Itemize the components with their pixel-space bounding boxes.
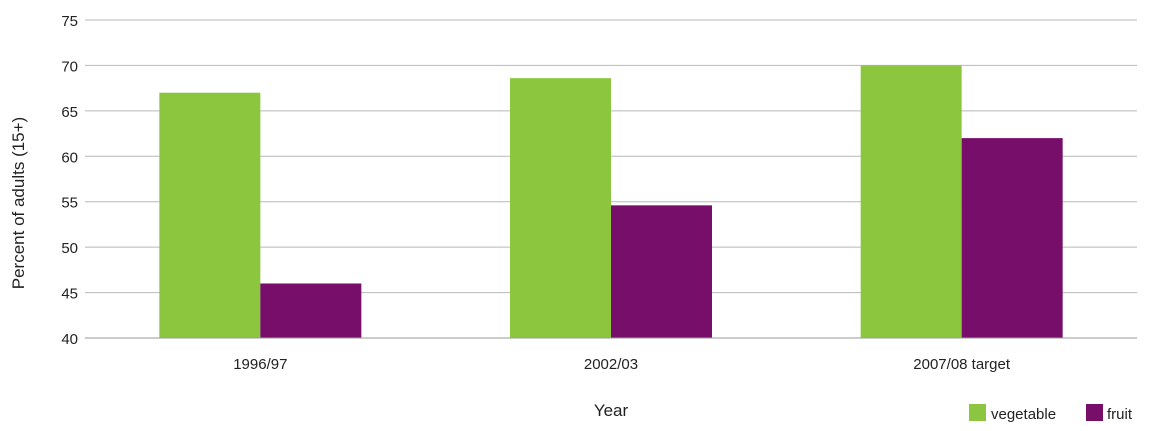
x-tick-label: 1996/97 bbox=[233, 356, 287, 373]
y-tick-label: 70 bbox=[61, 58, 78, 75]
bar-vegetable-1 bbox=[510, 78, 611, 339]
legend-label-vegetable: vegetable bbox=[991, 406, 1056, 423]
y-tick-label: 55 bbox=[61, 195, 78, 212]
x-axis-title: Year bbox=[594, 401, 629, 420]
x-tick-labels: 1996/97 2002/03 2007/08 target bbox=[233, 356, 1011, 373]
bar-fruit-1 bbox=[611, 205, 712, 338]
legend-swatch-fruit bbox=[1086, 404, 1103, 421]
y-tick-label: 50 bbox=[61, 240, 78, 257]
y-tick-label: 40 bbox=[61, 331, 78, 348]
x-tick-label: 2007/08 target bbox=[913, 356, 1011, 373]
legend-swatch-vegetable bbox=[969, 404, 986, 421]
legend: vegetable fruit bbox=[969, 404, 1133, 423]
legend-label-fruit: fruit bbox=[1107, 406, 1133, 423]
y-tick-label: 75 bbox=[61, 13, 78, 30]
bars bbox=[159, 65, 1063, 339]
y-tick-label: 45 bbox=[61, 286, 78, 303]
y-axis-title: Percent of adults (15+) bbox=[9, 117, 28, 289]
y-tick-label: 65 bbox=[61, 104, 78, 121]
y-tick-label: 60 bbox=[61, 149, 78, 166]
y-tick-labels: 40 45 50 55 60 65 70 75 bbox=[61, 13, 78, 348]
x-tick-label: 2002/03 bbox=[584, 356, 638, 373]
bar-fruit-2 bbox=[961, 138, 1063, 338]
bar-fruit-0 bbox=[260, 283, 362, 338]
bar-vegetable-0 bbox=[159, 92, 261, 338]
bar-vegetable-2 bbox=[860, 65, 962, 338]
